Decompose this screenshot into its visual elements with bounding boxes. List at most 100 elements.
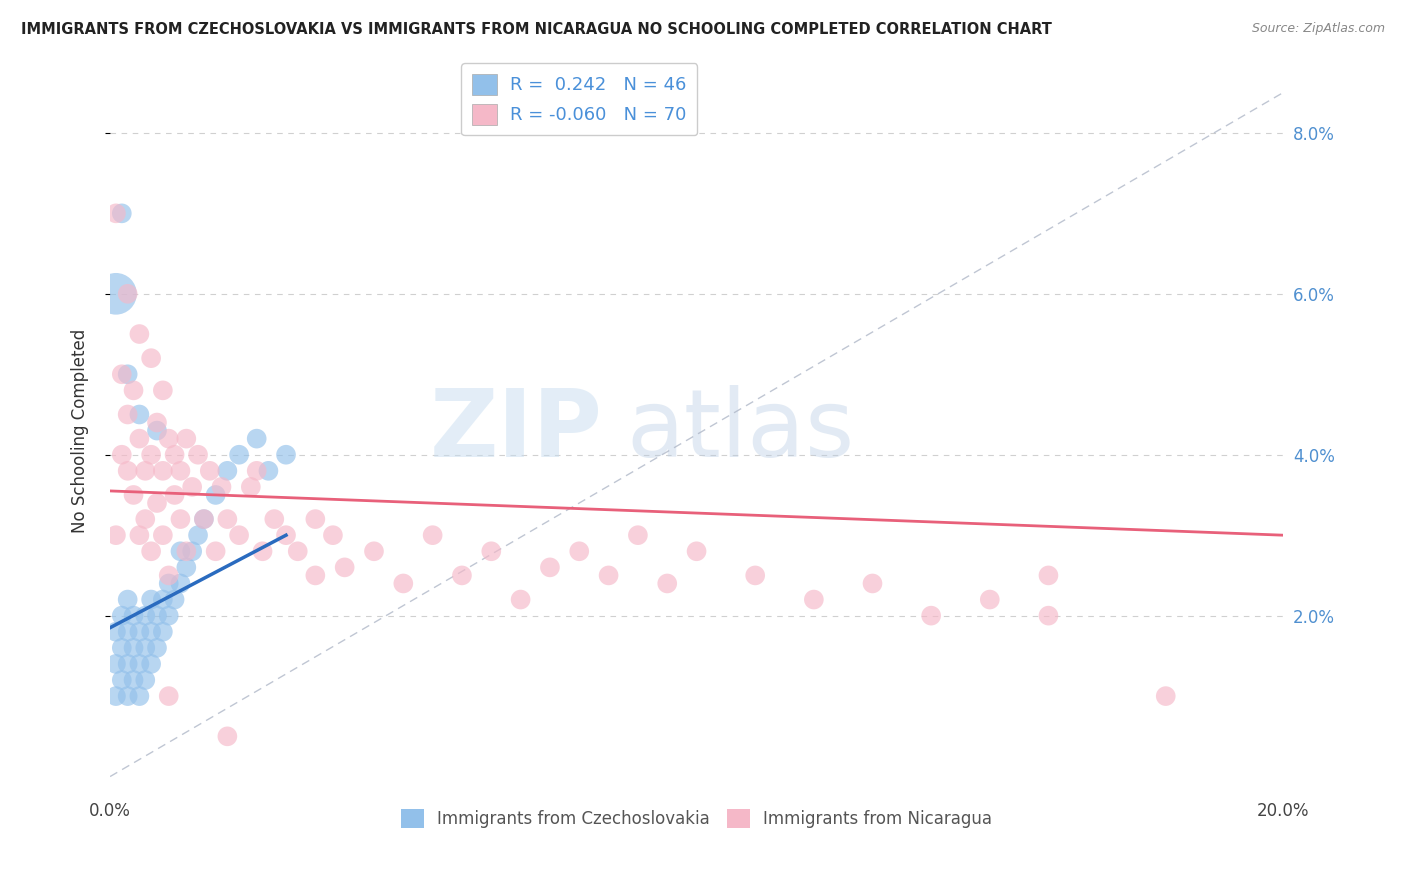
Point: [181, 480, 204, 494]
Point: [139, 351, 162, 366]
Point: [211, 480, 233, 494]
Point: [122, 608, 145, 623]
Text: atlas: atlas: [626, 384, 855, 476]
Point: [257, 464, 280, 478]
Point: [193, 512, 215, 526]
Point: [246, 464, 269, 478]
Point: [157, 608, 180, 623]
Point: [117, 592, 139, 607]
Point: [152, 624, 174, 639]
Point: [157, 568, 180, 582]
Point: [104, 286, 127, 301]
Point: [122, 488, 145, 502]
Point: [134, 673, 156, 687]
Point: [117, 624, 139, 639]
Point: [104, 206, 127, 220]
Point: [204, 544, 226, 558]
Point: [128, 408, 150, 422]
Point: [187, 528, 209, 542]
Point: [333, 560, 356, 574]
Point: [479, 544, 502, 558]
Point: [134, 640, 156, 655]
Point: [134, 464, 156, 478]
Point: [111, 673, 134, 687]
Point: [104, 689, 127, 703]
Point: [152, 384, 174, 398]
Point: [181, 544, 204, 558]
Point: [128, 326, 150, 341]
Point: [1154, 689, 1177, 703]
Point: [128, 657, 150, 671]
Point: [128, 624, 150, 639]
Point: [146, 416, 169, 430]
Point: [217, 729, 239, 743]
Point: [134, 608, 156, 623]
Point: [157, 432, 180, 446]
Point: [117, 464, 139, 478]
Point: [363, 544, 385, 558]
Point: [152, 528, 174, 542]
Point: [304, 512, 326, 526]
Point: [117, 286, 139, 301]
Point: [122, 640, 145, 655]
Point: [163, 488, 186, 502]
Point: [139, 544, 162, 558]
Point: [169, 464, 191, 478]
Point: [146, 608, 169, 623]
Point: [117, 408, 139, 422]
Point: [122, 673, 145, 687]
Point: [169, 576, 191, 591]
Point: [111, 608, 134, 623]
Point: [128, 528, 150, 542]
Point: [139, 624, 162, 639]
Point: [146, 424, 169, 438]
Point: [287, 544, 309, 558]
Point: [274, 528, 297, 542]
Point: [117, 689, 139, 703]
Point: [176, 432, 198, 446]
Point: [163, 448, 186, 462]
Point: [187, 448, 209, 462]
Point: [228, 528, 250, 542]
Point: [803, 592, 825, 607]
Text: IMMIGRANTS FROM CZECHOSLOVAKIA VS IMMIGRANTS FROM NICARAGUA NO SCHOOLING COMPLET: IMMIGRANTS FROM CZECHOSLOVAKIA VS IMMIGR…: [21, 22, 1052, 37]
Point: [627, 528, 650, 542]
Point: [176, 560, 198, 574]
Point: [322, 528, 344, 542]
Point: [538, 560, 561, 574]
Point: [263, 512, 285, 526]
Point: [304, 568, 326, 582]
Point: [139, 657, 162, 671]
Point: [104, 528, 127, 542]
Point: [228, 448, 250, 462]
Point: [204, 488, 226, 502]
Point: [134, 512, 156, 526]
Point: [169, 544, 191, 558]
Point: [128, 432, 150, 446]
Point: [111, 448, 134, 462]
Point: [169, 512, 191, 526]
Point: [176, 544, 198, 558]
Point: [252, 544, 274, 558]
Point: [163, 592, 186, 607]
Point: [198, 464, 221, 478]
Point: [1038, 568, 1060, 582]
Text: ZIP: ZIP: [430, 384, 603, 476]
Point: [685, 544, 707, 558]
Point: [239, 480, 262, 494]
Point: [117, 368, 139, 382]
Point: [128, 689, 150, 703]
Point: [139, 592, 162, 607]
Point: [146, 640, 169, 655]
Point: [122, 384, 145, 398]
Point: [246, 432, 269, 446]
Point: [152, 592, 174, 607]
Point: [193, 512, 215, 526]
Point: [392, 576, 415, 591]
Point: [117, 657, 139, 671]
Point: [152, 464, 174, 478]
Point: [1038, 608, 1060, 623]
Text: Source: ZipAtlas.com: Source: ZipAtlas.com: [1251, 22, 1385, 36]
Point: [568, 544, 591, 558]
Point: [274, 448, 297, 462]
